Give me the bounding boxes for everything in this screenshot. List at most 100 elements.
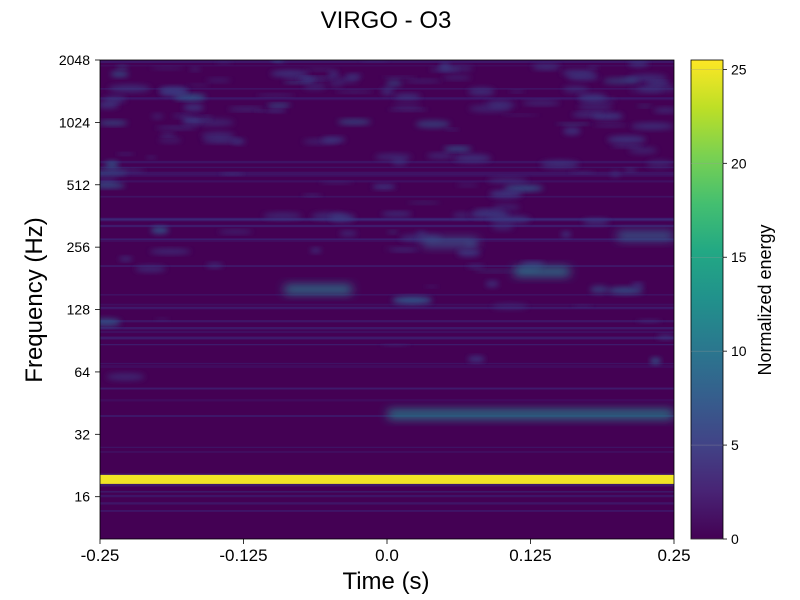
colorbar-tick-label: 20 [731,155,747,171]
texture-blob [572,305,593,308]
texture-blob [188,67,201,71]
texture-blob [415,120,451,128]
texture-band [100,218,674,221]
texture-band [100,238,674,240]
texture-blob [489,190,523,198]
texture-blob [181,116,202,125]
texture-blob [150,66,184,70]
texture-blob [381,211,413,217]
texture-blob [380,344,410,347]
texture-band [100,502,674,505]
texture-blob [118,256,133,262]
texture-blob [467,87,495,96]
texture-blob [571,112,603,117]
texture-blob [485,280,500,288]
texture-blob [115,65,129,69]
chart-title: VIRGO - O3 [321,7,452,34]
texture-blob [387,230,399,234]
texture-blob [256,94,295,97]
texture-blob [205,78,231,83]
texture-band [100,265,674,267]
texture-blob [606,135,647,144]
texture-blob [555,122,592,126]
x-axis-label: Time (s) [342,568,429,595]
x-tick-label: 0.125 [509,546,552,565]
texture-band [100,219,674,222]
texture-blob [445,128,459,131]
texture-blob [335,90,374,93]
texture-blob [231,138,246,145]
texture-blob [589,285,609,294]
texture-blob [531,64,561,70]
texture-blob [172,114,190,118]
colorbar-tick-label: 0 [731,531,739,547]
texture-blob [173,94,207,101]
texture-blob [442,75,472,80]
texture-blob [374,153,412,161]
texture-blob [302,194,322,197]
texture-blob [309,248,322,253]
texture-blob [569,171,596,174]
texture-blob [327,71,340,78]
texture-blob [453,154,492,163]
texture-band [100,320,674,323]
texture-band [100,473,674,476]
texture-blob [587,66,600,69]
y-tick-label: 16 [74,489,90,505]
texture-blob [201,132,235,140]
texture-blob [426,153,455,159]
texture-blob [187,83,210,87]
colorbar-gradient [690,59,724,540]
texture-band [100,97,674,100]
texture-blob [103,96,127,103]
texture-blob [391,296,433,304]
texture-blob [593,123,628,127]
texture-blob [385,80,403,87]
texture-blob [424,285,439,288]
texture-blob [160,133,176,137]
texture-blob [151,113,164,119]
texture-band [100,415,674,417]
x-tick-label: 0.25 [657,546,690,565]
texture-blob [487,177,529,184]
energy-feature-5 [421,238,479,247]
texture-blob [630,122,674,130]
texture-blob [100,178,118,184]
texture-band [100,171,674,175]
texture-band [100,60,674,63]
texture-blob [577,93,607,101]
x-tick-label: 0.0 [375,546,399,565]
texture-blob [104,161,119,169]
texture-blob [199,115,213,119]
texture-blob [407,201,441,205]
texture-band [100,224,674,228]
texture-blob [509,90,525,93]
texture-blob [562,127,581,135]
texture-band [100,495,674,497]
texture-blob [155,126,198,130]
y-axis-label: Frequency (Hz) [21,217,48,382]
texture-blob [296,76,332,81]
y-tick-label: 256 [67,239,91,255]
y-tick-label: 128 [67,302,91,318]
texture-blob [628,147,658,154]
texture-blob [562,85,589,93]
texture-blob [228,107,265,112]
texture-blob [492,203,521,211]
texture-band [100,97,674,101]
texture-blob [384,247,420,252]
texture-blob [146,156,157,159]
texture-blob [629,87,663,93]
texture-blob [656,334,674,340]
texture-blob [488,215,531,224]
texture-band [100,60,674,63]
colorbar-label: Normalized energy [755,224,775,375]
texture-blob [134,265,166,273]
texture-blob [393,94,422,100]
texture-blob [388,108,428,111]
texture-blob [100,120,128,126]
texture-blob [560,231,572,238]
texture-blob [158,137,182,143]
texture-blob [577,103,614,110]
texture-blob [540,160,580,169]
